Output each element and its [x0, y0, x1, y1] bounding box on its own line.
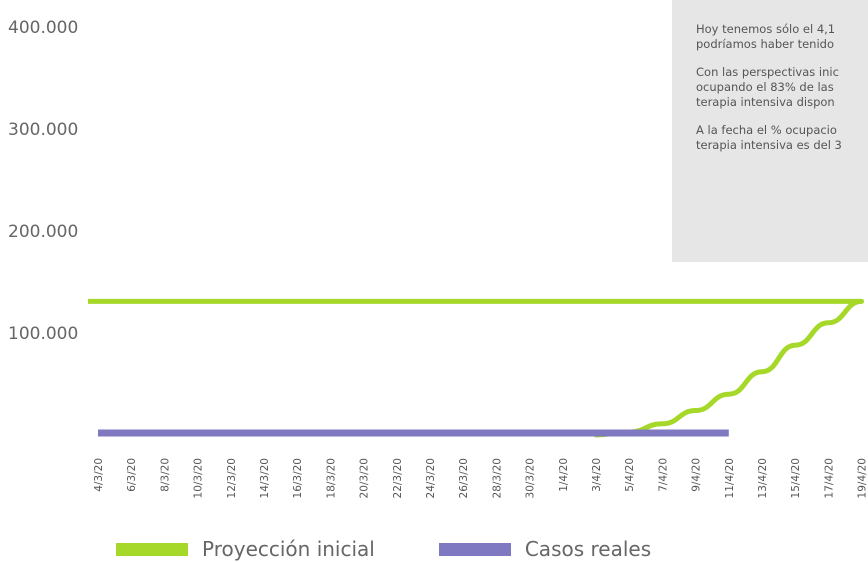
x-tick-label: 4/3/20: [93, 458, 105, 492]
x-tick-label: 22/3/20: [392, 458, 404, 498]
y-tick-label: 300.000: [8, 120, 78, 140]
x-tick-label: 17/4/20: [823, 458, 835, 498]
note-paragraph: Con las perspectivas inic ocupando el 83%…: [696, 65, 868, 110]
x-tick-label: 30/3/20: [525, 458, 537, 498]
x-tick-label: 6/3/20: [126, 458, 138, 492]
x-tick-label: 28/3/20: [491, 458, 503, 498]
legend-item-proyeccion: Proyección inicial: [116, 537, 375, 561]
x-tick-label: 24/3/20: [425, 458, 437, 498]
x-tick-label: 14/3/20: [259, 458, 271, 498]
legend-swatch-casos: [438, 542, 511, 556]
x-tick-label: 26/3/20: [458, 458, 470, 498]
x-tick-label: 8/3/20: [159, 458, 171, 492]
x-tick-label: 16/3/20: [292, 458, 304, 498]
x-tick-label: 15/4/20: [790, 458, 802, 498]
x-tick-label: 11/4/20: [724, 458, 736, 498]
x-tick-label: 5/4/20: [624, 458, 636, 492]
x-tick-label: 12/3/20: [226, 458, 238, 498]
series-lines: [88, 298, 865, 438]
note-line: A la fecha el % ocupacio: [696, 123, 837, 137]
legend-item-casos: Casos reales: [438, 537, 652, 561]
x-tick-label: 1/4/20: [558, 458, 570, 492]
x-tick-label: 3/4/20: [591, 458, 603, 492]
y-tick-label: 100.000: [8, 324, 78, 344]
legend-swatch-proyeccion: [116, 542, 188, 556]
x-tick-label: 10/3/20: [193, 458, 205, 498]
note-line: terapia intensiva es del 3: [696, 138, 842, 152]
note-line: Con las perspectivas inic: [696, 65, 839, 79]
note-paragraph: Hoy tenemos sólo el 4,1 podríamos haber t…: [696, 22, 868, 52]
y-tick-label: 200.000: [8, 222, 78, 242]
x-tick-label: 20/3/20: [359, 458, 371, 498]
note-paragraph: A la fecha el % ocupacio terapia intensiv…: [696, 123, 868, 153]
x-tick-label: 9/4/20: [691, 458, 703, 492]
note-line: terapia intensiva dispon: [696, 95, 835, 109]
note-line: podríamos haber tenido: [696, 37, 834, 51]
legend-label-casos: Casos reales: [524, 537, 652, 561]
legend-label-proyeccion: Proyección inicial: [202, 537, 375, 561]
x-tick-label: 19/4/20: [857, 458, 868, 498]
note-line: ocupando el 83% de las: [696, 80, 834, 94]
x-tick-label: 18/3/20: [325, 458, 337, 498]
x-tick-label: 13/4/20: [757, 458, 769, 498]
x-axis-ticks: 4/3/20 6/3/20 8/3/20 10/3/20 12/3/20 14/3/20 1…: [93, 458, 868, 498]
note-line: Hoy tenemos sólo el 4,1: [696, 22, 836, 36]
x-tick-label: 7/4/20: [657, 458, 669, 492]
y-tick-label: 400.000: [8, 18, 78, 38]
series-proyeccion-curve: [593, 298, 865, 438]
info-note-box: Hoy tenemos sólo el 4,1 podríamos haber t…: [672, 0, 868, 262]
y-axis-ticks: 400.000 300.000 200.000 100.000: [8, 18, 78, 344]
legend: Proyección inicial Casos reales: [116, 536, 715, 562]
